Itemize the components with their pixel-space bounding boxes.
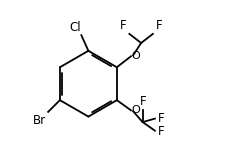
Text: F: F: [119, 19, 126, 32]
Text: O: O: [131, 105, 140, 115]
Text: F: F: [157, 112, 164, 125]
Text: F: F: [155, 19, 162, 32]
Text: F: F: [139, 95, 145, 108]
Text: Cl: Cl: [69, 21, 80, 34]
Text: F: F: [157, 125, 164, 138]
Text: Br: Br: [33, 114, 46, 127]
Text: O: O: [131, 51, 140, 61]
